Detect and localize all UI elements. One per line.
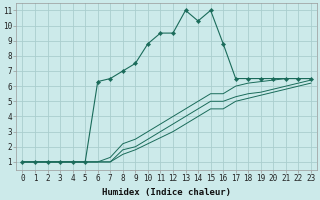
X-axis label: Humidex (Indice chaleur): Humidex (Indice chaleur) <box>102 188 231 197</box>
